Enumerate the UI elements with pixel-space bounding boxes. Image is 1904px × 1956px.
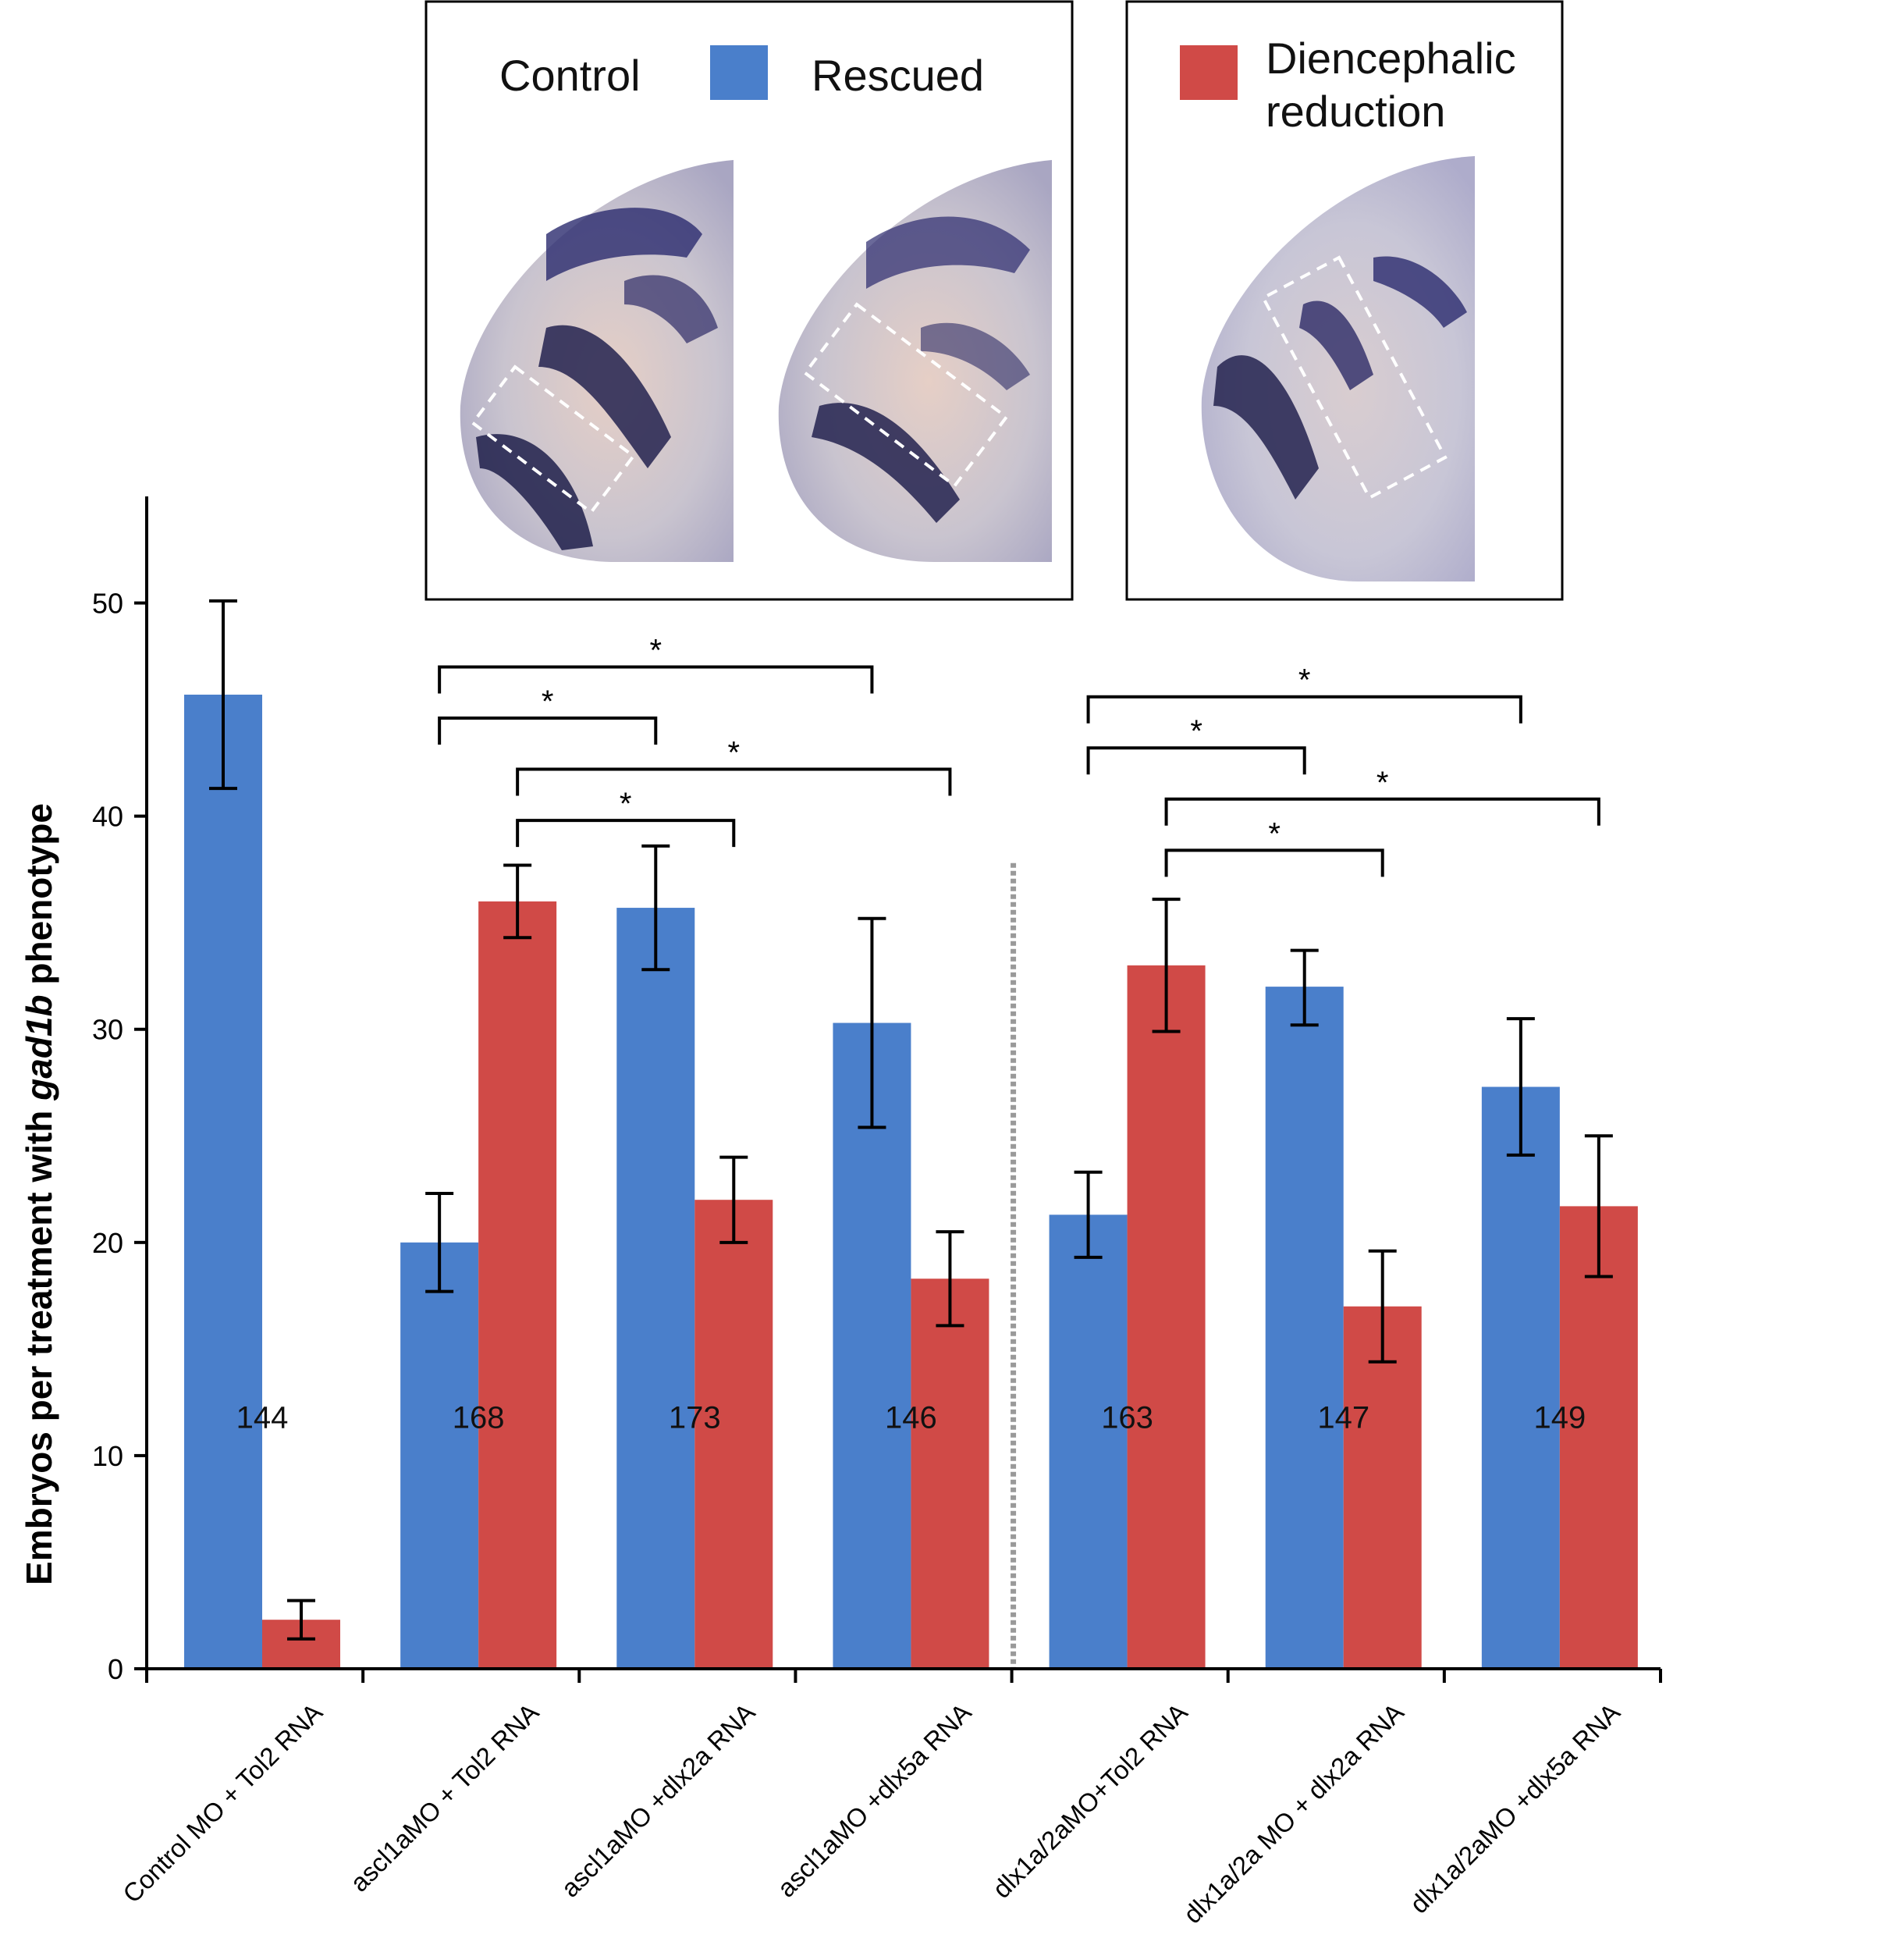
n-count-label-3: 146 (885, 1400, 937, 1435)
error-bar-rescued-4 (1074, 1170, 1103, 1259)
n-count-label-0: 144 (236, 1400, 289, 1435)
bar-rescued-0 (184, 694, 262, 1669)
error-bar-rescued-2 (641, 844, 670, 972)
error-bar-rescued-5 (1290, 948, 1319, 1027)
error-bar-rescued-3 (858, 916, 886, 1129)
significance-bracket-4: * (1086, 663, 1522, 724)
x-category-label-3: ascl1aMO +dlx5a RNA (772, 1698, 977, 1903)
legend-reduction-swatch (1180, 45, 1238, 100)
bar-rescued-6 (1481, 1086, 1560, 1669)
n-count-label-1: 168 (453, 1400, 505, 1435)
bar-rescued-4 (1049, 1214, 1128, 1669)
error-bar-reduction-4 (1152, 898, 1181, 1033)
bar-reduction-1 (478, 901, 557, 1669)
bracket-line (438, 717, 658, 745)
error-bar-rescued-1 (425, 1192, 454, 1293)
x-category-label-4: dlx1a/2aMO+Tol2 RNA (987, 1698, 1193, 1904)
error-bar-reduction-1 (503, 863, 532, 940)
bracket-line (1086, 695, 1522, 724)
n-count-label-2: 173 (669, 1400, 721, 1435)
x-category-label-0: Control MO + Tol2 RNA (117, 1698, 328, 1908)
significance-bracket-0: * (438, 633, 874, 694)
y-tick-label-30: 30 (92, 1014, 123, 1046)
diencephalic-reduction-embryo-photo (1201, 156, 1475, 581)
bar-rescued-2 (616, 908, 695, 1669)
legend-panel-rescued: Control Rescued (424, 0, 1074, 601)
legend-panel-reduction: Diencephalic reduction (1125, 0, 1564, 601)
error-bar-reduction-3 (936, 1230, 964, 1328)
significance-star: * (727, 736, 740, 770)
significance-bracket-2: * (516, 736, 952, 796)
bracket-line (516, 819, 736, 848)
error-bar-reduction-0 (287, 1599, 315, 1641)
y-axis-title-prefix: Embryos per treatment with (19, 1101, 59, 1585)
rescued-embryo-photo (778, 160, 1052, 562)
significance-star: * (620, 787, 632, 821)
y-axis-title-suffix: phenotype (19, 803, 59, 994)
bar-rescued-1 (400, 1242, 479, 1669)
y-tick-label-40: 40 (92, 801, 123, 833)
significance-star: * (1190, 714, 1202, 749)
y-axis-title-gene: gad1b (19, 994, 59, 1101)
error-bar-reduction-6 (1584, 1134, 1613, 1279)
n-count-label-6: 149 (1533, 1400, 1586, 1435)
error-bar-reduction-5 (1368, 1249, 1397, 1364)
significance-bracket-3: * (516, 787, 736, 848)
significance-bracket-5: * (1086, 714, 1306, 775)
bracket-line (1164, 797, 1600, 826)
bar-reduction-2 (694, 1200, 773, 1669)
y-tick-label-50: 50 (92, 588, 123, 620)
bracket-line (1164, 848, 1384, 877)
error-bar-rescued-6 (1506, 1017, 1535, 1157)
significance-bracket-7: * (1164, 816, 1384, 877)
x-category-label-5: dlx1a/2a MO + dlx2a RNA (1178, 1698, 1409, 1929)
significance-bracket-6: * (1164, 766, 1600, 826)
n-count-label-4: 163 (1101, 1400, 1153, 1435)
legend-reduction-label-line2: reduction (1266, 87, 1445, 136)
bar-reduction-6 (1559, 1206, 1638, 1669)
bracket-line (438, 665, 874, 694)
error-bar-reduction-2 (719, 1155, 748, 1244)
n-count-label-5: 147 (1317, 1400, 1369, 1435)
significance-star: * (1298, 663, 1311, 698)
legend-rescued-swatch (710, 45, 768, 100)
bar-reduction-3 (911, 1279, 989, 1669)
bracket-line (1086, 746, 1306, 775)
x-category-label-1: ascl1aMO + Tol2 RNA (344, 1698, 544, 1897)
y-tick-label-0: 0 (108, 1653, 123, 1685)
significance-bracket-1: * (438, 685, 658, 745)
y-tick-label-20: 20 (92, 1227, 123, 1259)
error-bar-rescued-0 (209, 599, 237, 791)
bar-reduction-4 (1127, 965, 1206, 1669)
bar-rescued-5 (1265, 987, 1344, 1669)
y-axis-title: Embryos per treatment with gad1b phenoty… (19, 803, 59, 1585)
control-embryo-photo (460, 160, 734, 562)
bar-rescued-3 (833, 1022, 911, 1669)
legend-control-label: Control (499, 51, 641, 100)
x-category-label-2: ascl1aMO +dlx2a RNA (556, 1698, 761, 1903)
legend-reduction-label-line1: Diencephalic (1266, 34, 1516, 83)
significance-star: * (1376, 766, 1389, 800)
bar-reduction-5 (1343, 1306, 1422, 1669)
significance-star: * (542, 685, 554, 719)
bracket-line (516, 767, 952, 796)
significance-star: * (1268, 816, 1281, 851)
y-tick-label-10: 10 (92, 1440, 123, 1472)
significance-star: * (649, 633, 662, 667)
x-category-label-6: dlx1a/2aMO +dlx5a RNA (1404, 1698, 1625, 1919)
legend-rescued-label: Rescued (812, 51, 984, 100)
